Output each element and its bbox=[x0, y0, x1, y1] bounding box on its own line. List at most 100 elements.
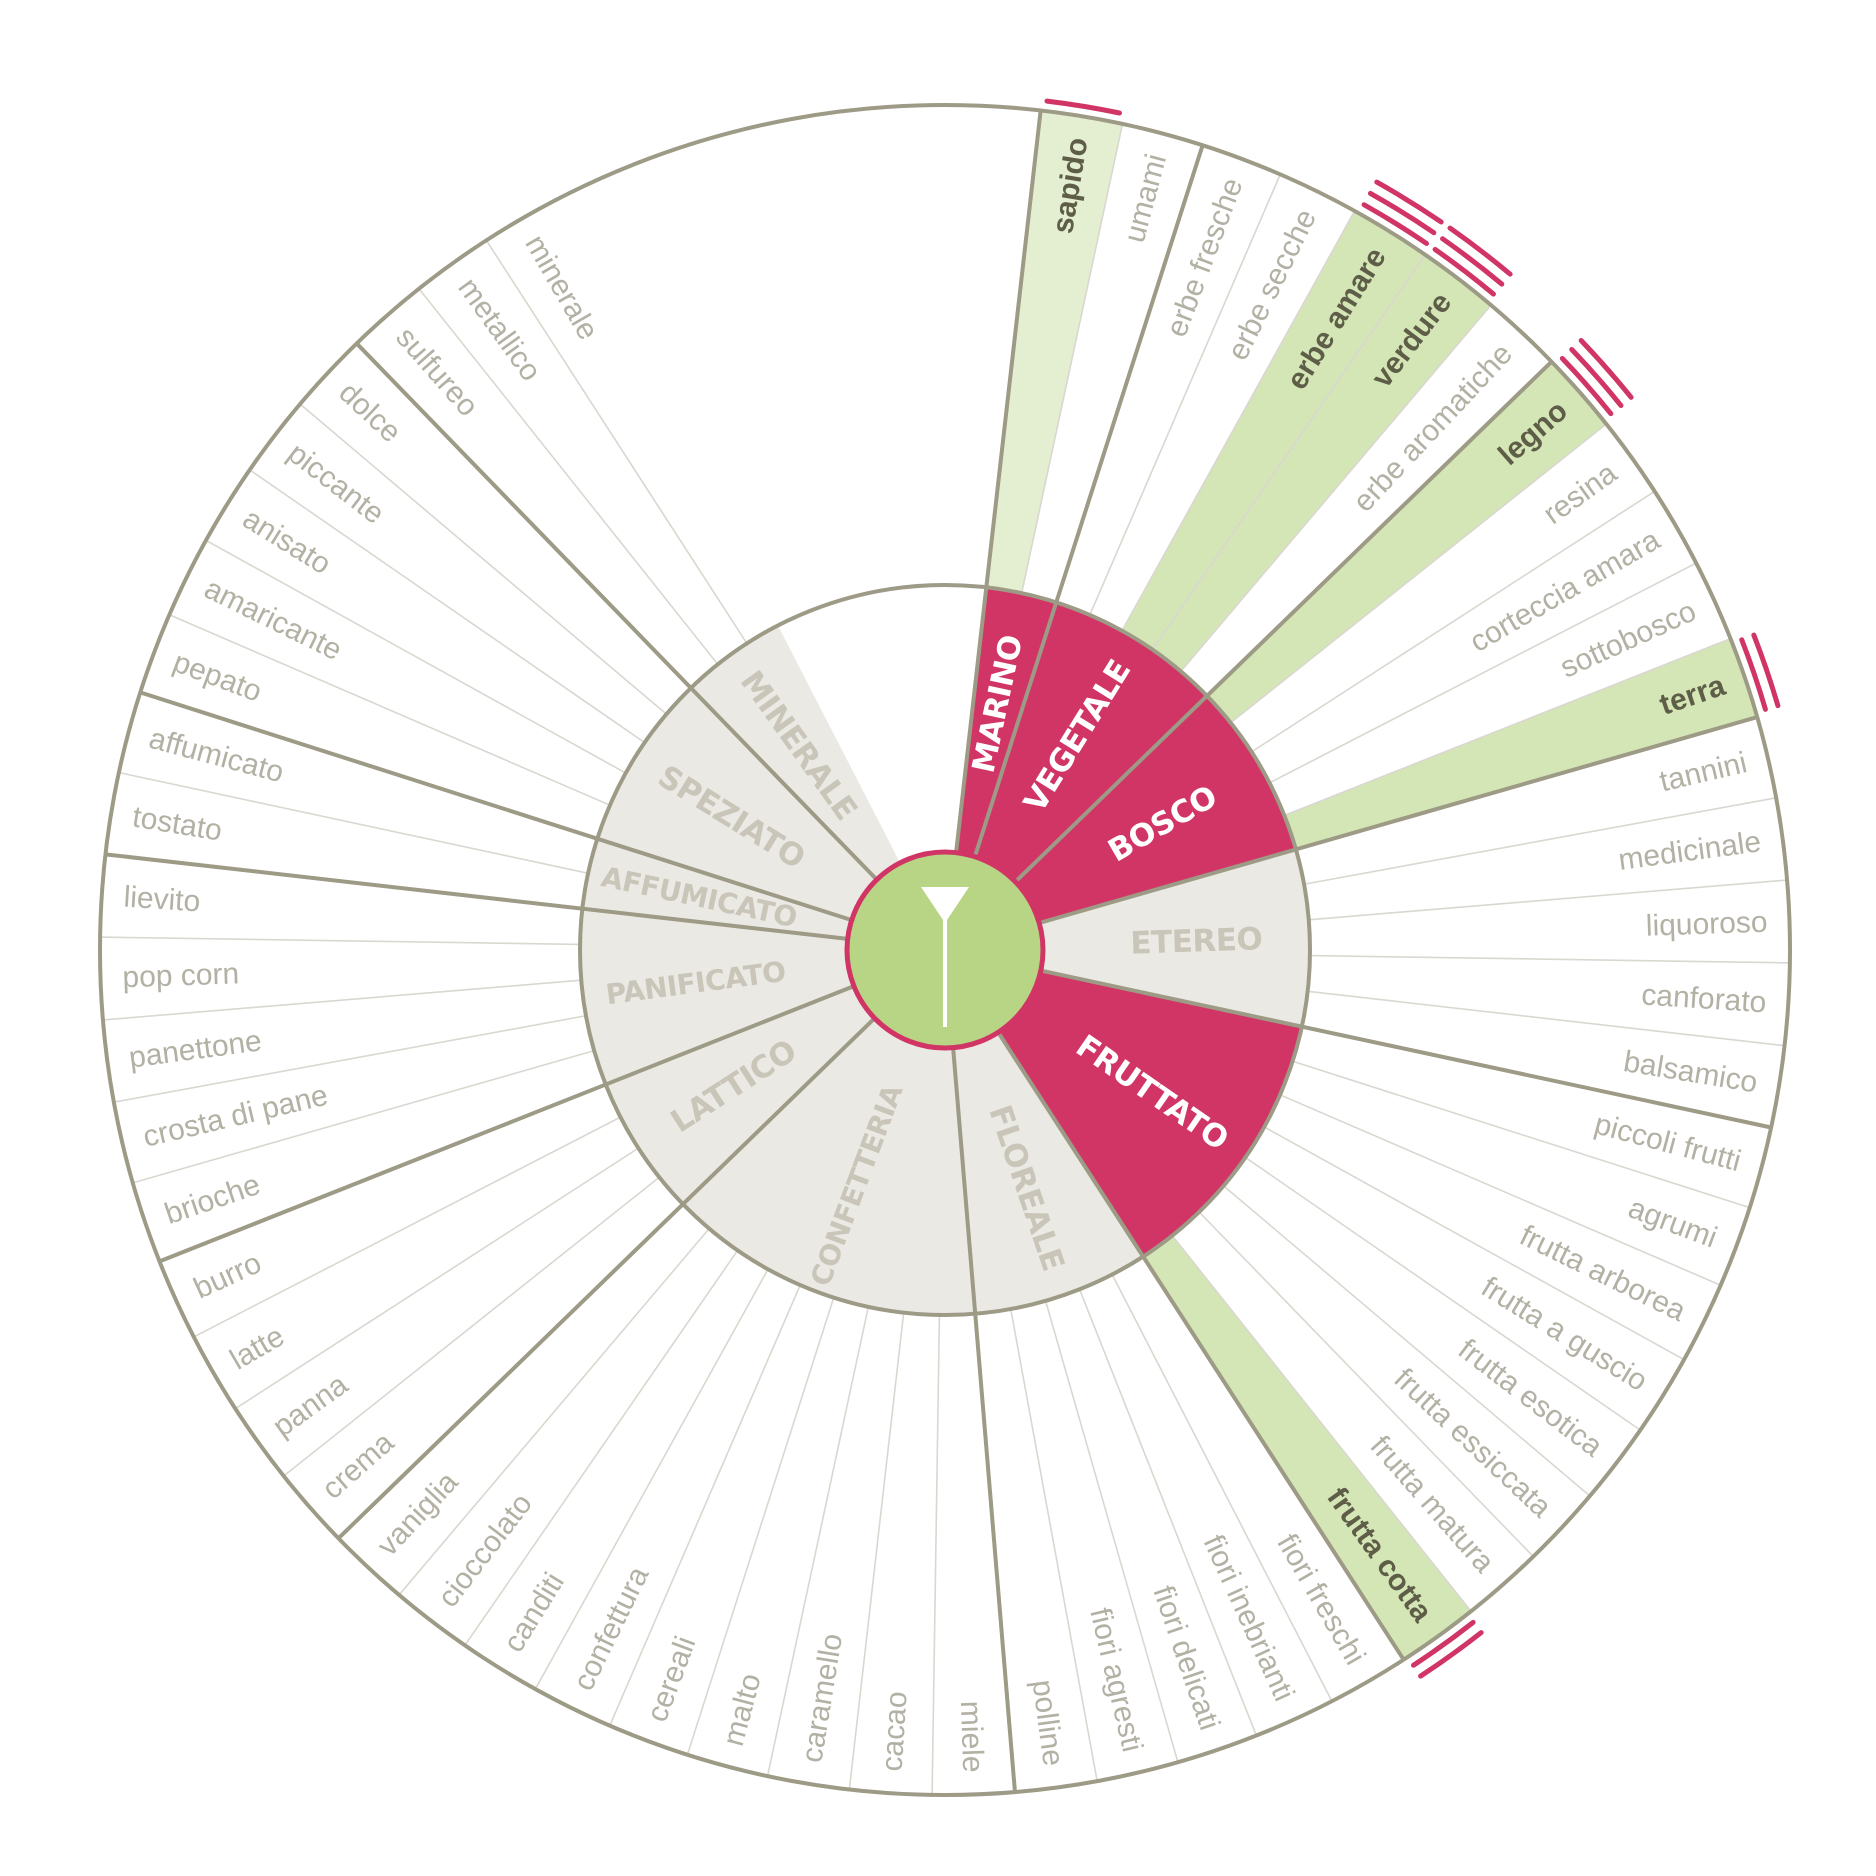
category-wedge-affumicato[interactable] bbox=[582, 838, 852, 939]
descriptor-wedge-legno[interactable] bbox=[1207, 361, 1607, 723]
category-wedge-minerale[interactable] bbox=[690, 625, 901, 880]
descriptor-divider bbox=[1251, 490, 1656, 753]
outer-ring-border bbox=[98, 103, 1792, 1797]
descriptor-divider bbox=[1078, 1289, 1258, 1736]
descriptor-ring bbox=[986, 110, 1758, 1660]
wheel-dividers bbox=[98, 103, 1792, 1797]
descriptor-divider bbox=[132, 1049, 595, 1184]
intensity-mark bbox=[1559, 355, 1614, 417]
descriptor-divider bbox=[1044, 1300, 1179, 1763]
descriptor-divider bbox=[1284, 637, 1731, 817]
descriptor-label-cacao: cacao bbox=[876, 1690, 914, 1772]
descriptor-label-miele: miele bbox=[954, 1700, 989, 1773]
category-wedge-speziato[interactable] bbox=[597, 687, 877, 921]
category-divider bbox=[158, 984, 855, 1264]
category-divider bbox=[972, 144, 1205, 858]
category-divider bbox=[1038, 715, 1758, 925]
descriptor-divider bbox=[249, 469, 646, 744]
intensity-mark bbox=[1440, 236, 1505, 287]
descriptor-wedge-terra[interactable] bbox=[1284, 638, 1758, 850]
intensity-mark bbox=[1432, 246, 1496, 297]
category-wedge-marino[interactable] bbox=[956, 587, 1057, 857]
category-divider bbox=[1040, 968, 1772, 1130]
descriptor-divider bbox=[1230, 423, 1607, 724]
intensity-mark bbox=[1751, 632, 1781, 709]
category-wedge-bosco[interactable] bbox=[1015, 695, 1296, 923]
intensity-marks bbox=[1044, 98, 1781, 1679]
category-divider bbox=[951, 1047, 1017, 1793]
descriptor-divider bbox=[848, 1312, 905, 1790]
category-label-etereo: ETEREO bbox=[1130, 921, 1263, 961]
wine-glass-icon bbox=[921, 887, 969, 1027]
descriptor-label-canforato: canforato bbox=[1640, 978, 1767, 1019]
category-divider bbox=[139, 690, 853, 923]
category-divider bbox=[954, 110, 1043, 853]
descriptor-divider bbox=[1308, 879, 1788, 921]
intensity-mark bbox=[1739, 637, 1768, 712]
descriptor-divider bbox=[100, 936, 581, 946]
descriptor-divider bbox=[1180, 304, 1492, 672]
intensity-mark bbox=[1367, 190, 1437, 236]
intensity-mark bbox=[1418, 1630, 1484, 1679]
intensity-mark bbox=[1361, 202, 1430, 246]
category-wedge-fruttato[interactable] bbox=[998, 970, 1302, 1257]
intensity-mark bbox=[1374, 179, 1444, 225]
intensity-mark bbox=[1578, 337, 1634, 400]
category-wedge-floreale[interactable] bbox=[953, 1032, 1144, 1314]
inner-ring-border bbox=[578, 583, 1312, 1317]
descriptor-divider bbox=[686, 1297, 835, 1756]
wheel-center bbox=[844, 849, 1046, 1051]
descriptor-divider bbox=[1309, 954, 1790, 964]
descriptor-divider bbox=[299, 403, 667, 715]
intensity-mark bbox=[1044, 98, 1122, 116]
descriptor-divider bbox=[609, 1284, 801, 1726]
intensity-mark bbox=[1569, 346, 1624, 409]
intensity-mark bbox=[1447, 225, 1513, 277]
descriptor-divider bbox=[193, 1116, 621, 1338]
descriptor-divider bbox=[418, 288, 719, 665]
descriptor-divider bbox=[1198, 1211, 1534, 1558]
category-divider bbox=[1013, 360, 1553, 884]
descriptor-wedge-frutta-cotta[interactable] bbox=[1143, 1235, 1472, 1660]
descriptor-divider bbox=[1303, 797, 1777, 886]
descriptor-divider bbox=[1089, 174, 1281, 616]
intensity-mark bbox=[1410, 1619, 1476, 1668]
descriptor-divider bbox=[1223, 1185, 1591, 1497]
descriptor-divider bbox=[534, 1268, 769, 1690]
descriptor-divider bbox=[1292, 1060, 1751, 1209]
category-divider bbox=[355, 342, 879, 882]
descriptor-divider bbox=[1279, 1094, 1721, 1286]
descriptor-divider bbox=[283, 1176, 660, 1477]
descriptor-label-lievito: lievito bbox=[123, 881, 202, 919]
descriptor-label-liquoroso: liquoroso bbox=[1645, 906, 1768, 943]
descriptor-divider bbox=[1307, 990, 1785, 1047]
descriptor-wedge-verdure[interactable] bbox=[1152, 254, 1491, 672]
descriptor-divider bbox=[766, 1306, 870, 1777]
descriptor-divider bbox=[102, 979, 582, 1021]
category-wedge-vegetale[interactable] bbox=[974, 602, 1208, 882]
descriptor-divider bbox=[1269, 562, 1697, 784]
category-ring bbox=[580, 587, 1310, 1315]
descriptor-wedge-sapido[interactable] bbox=[986, 110, 1123, 594]
descriptor-divider bbox=[113, 1014, 587, 1103]
descriptor-divider bbox=[1263, 1126, 1685, 1361]
descriptor-divider bbox=[1009, 1308, 1098, 1782]
category-divider bbox=[337, 1016, 877, 1540]
descriptor-divider bbox=[1244, 1156, 1641, 1431]
descriptor-divider bbox=[169, 614, 611, 806]
descriptor-divider bbox=[1111, 1274, 1333, 1702]
descriptor-divider bbox=[931, 1314, 941, 1795]
descriptor-divider bbox=[1020, 123, 1124, 594]
category-wedge-lattico[interactable] bbox=[605, 986, 875, 1205]
descriptor-divider bbox=[205, 539, 627, 774]
category-wedge-panificato[interactable] bbox=[580, 908, 854, 1085]
descriptor-divider bbox=[464, 1249, 739, 1646]
category-wedge-etereo[interactable] bbox=[1039, 849, 1310, 1027]
descriptor-divider bbox=[1151, 254, 1426, 651]
descriptor-divider bbox=[234, 1147, 639, 1410]
category-wedge-confetteria[interactable] bbox=[682, 1018, 976, 1315]
category-divider bbox=[105, 852, 848, 941]
descriptor-wedge-erbe-amare[interactable] bbox=[1121, 210, 1426, 650]
descriptor-divider bbox=[1121, 210, 1356, 632]
